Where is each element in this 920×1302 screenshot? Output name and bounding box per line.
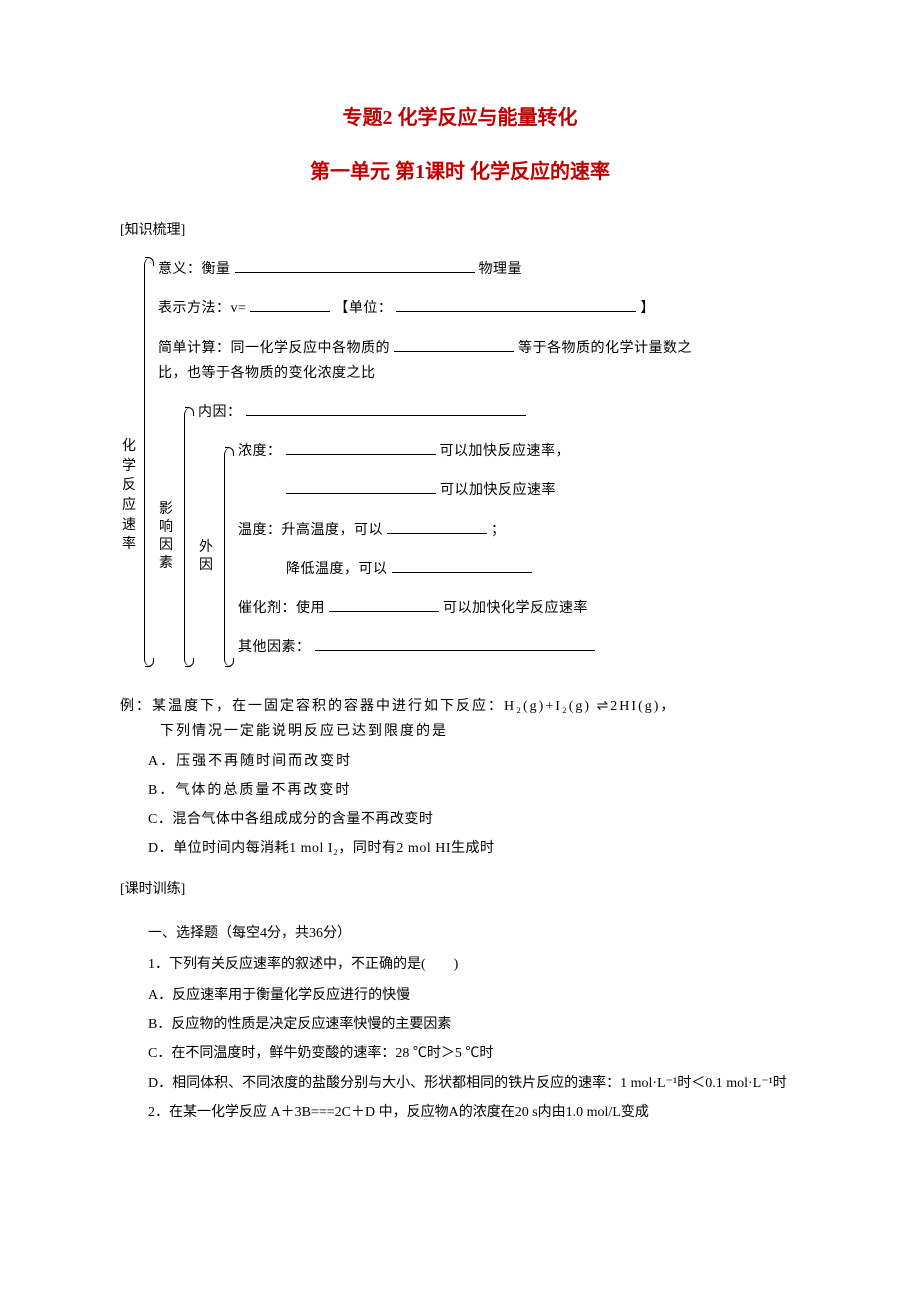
practice-q1-a: A．反应速率用于衡量化学反应进行的快慢	[120, 983, 800, 1008]
ext-line-temp: 温度：升高温度，可以 ；	[238, 518, 595, 543]
blank-express-unit[interactable]	[396, 297, 636, 312]
page-title-sub: 第一单元 第1课时 化学反应的速率	[120, 154, 800, 190]
practice-heading: 一、选择题（每空4分，共36分）	[120, 921, 800, 946]
practice-q2-stem: 2．在某一化学反应 A＋3B===2C＋D 中，反应物A的浓度在20 s内由1.…	[120, 1100, 800, 1125]
express-suffix: 】	[640, 301, 655, 316]
bracket-root	[144, 257, 152, 667]
blank-catalyst[interactable]	[329, 596, 439, 611]
conc-suffix: 可以加快反应速率，	[440, 444, 571, 459]
factors-label: 影响因素	[158, 501, 178, 574]
diagram-factors-group: 影响因素 内因： 外因 浓度： 可以加	[158, 400, 718, 674]
practice-q1-c: C．在不同温度时，鲜牛奶变酸的速率：28 ℃时＞5 ℃时	[120, 1041, 800, 1066]
express-mid: 【单位：	[334, 301, 392, 316]
example-block: 例：某温度下，在一固定容积的容器中进行如下反应：H₂(g)+I₂(g) ⇌2HI…	[120, 694, 800, 861]
blank-other[interactable]	[315, 636, 595, 651]
conc-prefix: 浓度：	[238, 444, 282, 459]
practice-q1-stem: 1．下列有关反应速率的叙述中，不正确的是( )	[120, 952, 800, 977]
page-title-main: 专题2 化学反应与能量转化	[120, 100, 800, 136]
diagram-external-group: 外因 浓度： 可以加快反应速率， 可以加快反应速率	[198, 439, 595, 674]
meaning-prefix: 意义：衡量	[158, 262, 235, 277]
calc-prefix: 简单计算：同一化学反应中各物质的	[158, 341, 390, 356]
blank-temp1[interactable]	[387, 518, 487, 533]
ext-line-temp2: 降低温度，可以	[238, 557, 595, 582]
diagram-line-express: 表示方法：v= 【单位： 】	[158, 296, 718, 321]
external-label: 外因	[198, 539, 218, 575]
blank-meaning[interactable]	[235, 258, 475, 273]
diagram-line-calc: 简单计算：同一化学反应中各物质的 等于各物质的化学计量数之比，也等于各物质的变化…	[158, 336, 718, 386]
example-option-b: B．气体的总质量不再改变时	[120, 778, 800, 803]
practice-section-label: [课时训练]	[120, 877, 800, 902]
catalyst-prefix: 催化剂：使用	[238, 601, 325, 616]
ext-line-conc2: 可以加快反应速率	[238, 478, 595, 503]
meaning-suffix: 物理量	[479, 262, 523, 277]
concept-diagram: 化学反应速率 意义：衡量 物理量 表示方法：v= 【单位： 】 简单计算：同一化…	[120, 257, 800, 674]
blank-conc2[interactable]	[286, 479, 436, 494]
blank-conc1[interactable]	[286, 440, 436, 455]
bracket-external	[224, 447, 232, 667]
internal-label: 内因：	[198, 405, 242, 420]
temp-line2-prefix: 降低温度，可以	[286, 562, 388, 577]
practice-block: 一、选择题（每空4分，共36分） 1．下列有关反应速率的叙述中，不正确的是( )…	[120, 921, 800, 1125]
ext-line-conc: 浓度： 可以加快反应速率，	[238, 439, 595, 464]
practice-q1-d: D．相同体积、不同浓度的盐酸分别与大小、形状都相同的铁片反应的速率：1 mol·…	[148, 1071, 800, 1096]
example-option-d: D．单位时间内每消耗1 mol I₂，同时有2 mol HI生成时	[120, 836, 800, 861]
conc-line2-suffix: 可以加快反应速率	[440, 483, 556, 498]
blank-internal[interactable]	[246, 401, 526, 416]
ext-line-other: 其他因素：	[238, 635, 595, 660]
temp-suffix: ；	[491, 523, 506, 538]
express-prefix: 表示方法：v=	[158, 301, 246, 316]
bracket-factors	[184, 407, 192, 667]
diagram-line-meaning: 意义：衡量 物理量	[158, 257, 718, 282]
catalyst-suffix: 可以加快化学反应速率	[443, 601, 588, 616]
example-option-c: C．混合气体中各组成成分的含量不再改变时	[120, 807, 800, 832]
diagram-root-label: 化学反应速率	[120, 257, 138, 555]
blank-temp2[interactable]	[392, 557, 532, 572]
knowledge-section-label: [知识梳理]	[120, 218, 800, 243]
blank-calc[interactable]	[394, 336, 514, 351]
example-option-a: A．压强不再随时间而改变时	[120, 749, 800, 774]
ext-line-catalyst: 催化剂：使用 可以加快化学反应速率	[238, 596, 595, 621]
example-intro2: 下列情况一定能说明反应已达到限度的是	[120, 719, 800, 744]
diagram-line-internal: 内因：	[198, 400, 595, 425]
example-intro1: 例：某温度下，在一固定容积的容器中进行如下反应：H₂(g)+I₂(g) ⇌2HI…	[120, 694, 800, 719]
practice-q1-b: B．反应物的性质是决定反应速率快慢的主要因素	[120, 1012, 800, 1037]
temp-prefix: 温度：升高温度，可以	[238, 523, 383, 538]
blank-express-v[interactable]	[250, 297, 330, 312]
other-prefix: 其他因素：	[238, 640, 311, 655]
